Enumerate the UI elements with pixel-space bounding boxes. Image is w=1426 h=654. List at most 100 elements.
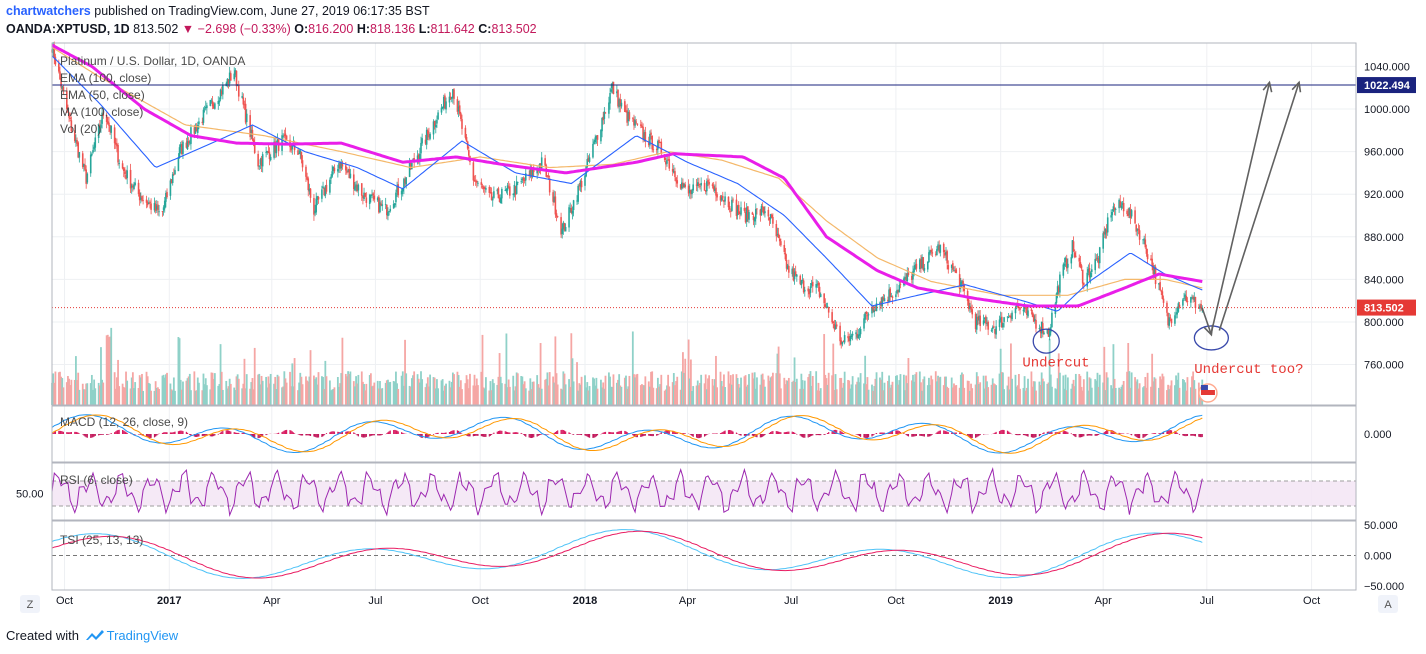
volume-bar (158, 388, 160, 405)
volume-bar (166, 372, 168, 405)
candle-body (77, 142, 79, 158)
volume-bar (459, 380, 462, 405)
volume-bar (922, 379, 925, 405)
candle-body (620, 102, 623, 107)
candle-body (185, 142, 188, 148)
candle-body (524, 173, 527, 181)
volume-bar (203, 384, 206, 405)
tsi-axis-label: 50.000 (1364, 520, 1398, 532)
volume-bar (504, 383, 507, 405)
volume-bar (507, 379, 510, 405)
candle-body (695, 184, 698, 186)
volume-bar (172, 377, 175, 405)
candle-body (570, 207, 573, 213)
candle-body (521, 179, 524, 181)
candle-body (930, 249, 933, 252)
volume-bar (328, 380, 331, 405)
candle-body (796, 274, 798, 277)
candle-body (1008, 316, 1011, 317)
candle-body (434, 125, 437, 128)
candle-body (323, 187, 325, 196)
volume-bar (764, 386, 766, 405)
volume-bar (84, 389, 86, 405)
candle-body (960, 281, 962, 289)
volume-bar (316, 384, 319, 405)
legend-item: EMA (50, close) (60, 88, 145, 102)
volume-bar (371, 386, 373, 405)
candle-body (617, 89, 619, 107)
candle-body (1014, 308, 1017, 314)
volume-bar (178, 338, 181, 405)
volume-bar (180, 389, 183, 405)
volume-bar (604, 375, 607, 405)
candle-body (306, 176, 308, 180)
candle-body (59, 71, 61, 80)
volume-bar (274, 376, 277, 405)
volume-bar (1158, 387, 1160, 405)
candle-body (1102, 233, 1104, 249)
candle-body (437, 112, 439, 120)
candle-body (983, 317, 986, 320)
candle-body (625, 110, 627, 112)
candle-body (97, 124, 100, 138)
volume-bar (1008, 389, 1011, 405)
candle-body (1198, 307, 1200, 309)
author-link[interactable]: chartwatchers (6, 4, 91, 18)
candle-body (668, 159, 671, 169)
volume-bar (369, 373, 372, 405)
candle-body (165, 192, 167, 202)
volume-bar (1184, 382, 1187, 405)
candle-body (1030, 309, 1033, 312)
volume-bar (475, 378, 478, 405)
volume-bar (555, 373, 558, 405)
footer: Created with TradingView (6, 628, 178, 643)
candle-body (759, 209, 762, 216)
candle-body (1086, 272, 1089, 287)
volume-bar (241, 388, 244, 405)
volume-bar (723, 374, 725, 405)
volume-bar (500, 383, 503, 405)
volume-bar (762, 379, 765, 405)
candle-body (161, 211, 164, 212)
volume-bar (809, 371, 812, 405)
candle-body (843, 335, 846, 343)
volume-bar (102, 382, 105, 405)
volume-bar (1162, 376, 1165, 405)
volume-bar (649, 386, 651, 405)
candle-body (244, 103, 247, 123)
candle-body (850, 335, 853, 338)
tradingview-link[interactable]: TradingView (106, 628, 179, 643)
volume-bar (721, 386, 724, 405)
volume-bar (929, 384, 931, 405)
candle-body (687, 185, 690, 194)
candle-body (987, 321, 989, 330)
volume-bar (787, 377, 790, 405)
candle-body (593, 141, 595, 145)
volume-bar (732, 374, 734, 405)
candle-body (703, 182, 706, 191)
volume-bar (106, 334, 109, 405)
candle-body (649, 133, 651, 146)
volume-bar (258, 373, 261, 405)
price-badge (1357, 77, 1416, 94)
volume-bar (425, 383, 428, 405)
candle-body (1127, 213, 1130, 216)
volume-bar (170, 389, 173, 405)
volume-bar (307, 381, 310, 405)
volume-bar (651, 371, 654, 405)
volume-bar (464, 383, 467, 405)
volume-bar (1023, 376, 1026, 405)
volume-bar (991, 378, 994, 405)
volume-bar (633, 374, 635, 405)
candle-body (1063, 263, 1066, 266)
candle-body (778, 238, 781, 242)
volume-bar (914, 374, 917, 405)
candle-body (867, 314, 870, 316)
candle-body (202, 109, 205, 123)
volume-bar (52, 373, 55, 405)
volume-bar (1137, 388, 1140, 405)
volume-bar (380, 388, 383, 405)
candle-body (641, 125, 643, 128)
candle-body (818, 286, 821, 297)
